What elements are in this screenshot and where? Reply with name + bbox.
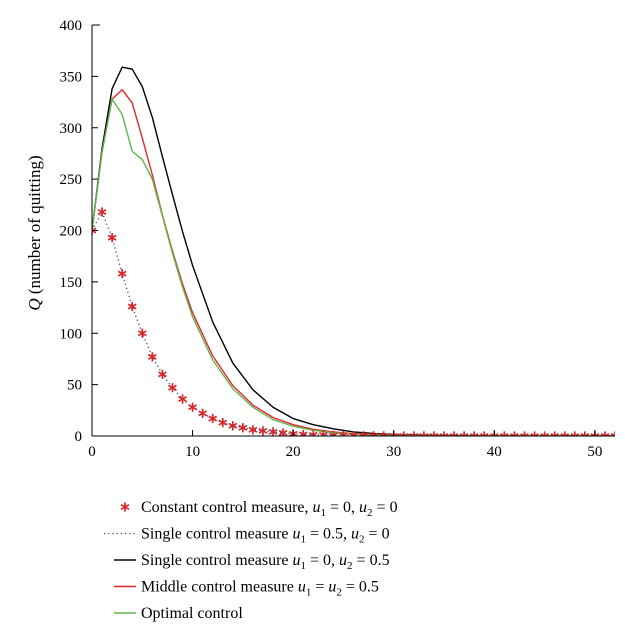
series-markers-constant-control bbox=[92, 207, 615, 436]
data-point bbox=[610, 431, 615, 436]
legend-item: Optimal control bbox=[114, 605, 243, 622]
x-tick-label: 40 bbox=[487, 444, 502, 460]
y-tick-label: 0 bbox=[75, 429, 83, 445]
data-point bbox=[510, 431, 519, 436]
y-tick-label: 100 bbox=[60, 326, 83, 342]
data-point bbox=[188, 402, 197, 412]
y-axis-label: Q (number of quitting) bbox=[25, 155, 44, 310]
x-tick-label: 20 bbox=[286, 444, 301, 460]
data-point bbox=[228, 421, 238, 431]
data-point bbox=[429, 431, 439, 436]
y-tick-label: 200 bbox=[60, 224, 83, 240]
legend-label: Single control measure u1​ = 0, u2​ = 0.… bbox=[141, 552, 390, 572]
axes: 0 50 100 150 200 250 300 350 400 0 10 20 30 40 50 bbox=[60, 18, 615, 460]
y-tick-label: 300 bbox=[60, 121, 83, 137]
legend-marker-star bbox=[120, 502, 130, 512]
legend-label: Constant control measure, u1​ = 0, u2​ =… bbox=[141, 499, 398, 519]
data-point bbox=[499, 431, 509, 436]
series-line-2 bbox=[92, 66, 615, 436]
data-point bbox=[308, 430, 318, 436]
data-point bbox=[328, 430, 338, 436]
data-point bbox=[580, 431, 590, 436]
series-line-3 bbox=[92, 89, 615, 436]
data-point bbox=[238, 423, 248, 433]
data-point bbox=[419, 431, 429, 436]
data-point bbox=[479, 431, 489, 436]
data-point bbox=[218, 418, 228, 428]
data-point bbox=[540, 431, 550, 436]
data-point bbox=[258, 426, 268, 436]
data-point bbox=[339, 430, 348, 436]
legend-item: Constant control measure, u1​ = 0, u2​ =… bbox=[120, 499, 398, 519]
data-point bbox=[570, 431, 580, 436]
data-point bbox=[178, 394, 187, 404]
data-point bbox=[550, 431, 560, 436]
data-point bbox=[399, 431, 409, 436]
data-point bbox=[248, 425, 258, 435]
y-tick-label: 350 bbox=[60, 69, 83, 85]
data-point bbox=[157, 369, 167, 379]
legend: Constant control measure, u1​ = 0, u2​ =… bbox=[104, 499, 398, 622]
data-point bbox=[318, 430, 328, 436]
data-point bbox=[107, 233, 117, 243]
data-point bbox=[168, 383, 177, 393]
legend-item: Single control measure u1​ = 0, u2​ = 0.… bbox=[114, 552, 390, 572]
legend-label: Optimal control bbox=[141, 605, 243, 622]
data-point bbox=[469, 431, 479, 436]
data-point bbox=[147, 352, 157, 362]
y-tick-label: 250 bbox=[60, 172, 83, 188]
data-point bbox=[520, 431, 529, 436]
data-point bbox=[560, 431, 570, 436]
data-point bbox=[459, 431, 469, 436]
data-point bbox=[439, 431, 449, 436]
series-line-4 bbox=[92, 98, 615, 436]
data-point bbox=[600, 431, 610, 436]
data-point bbox=[92, 225, 97, 236]
data-point bbox=[137, 328, 147, 338]
data-point bbox=[198, 408, 208, 418]
data-point bbox=[208, 413, 218, 424]
y-tick-label: 50 bbox=[67, 378, 82, 394]
data-point bbox=[268, 427, 278, 436]
plot-area bbox=[92, 66, 615, 436]
x-tick-label: 10 bbox=[185, 444, 200, 460]
legend-item: Single control measure u1​ = 0.5, u2​ = … bbox=[104, 526, 390, 546]
data-point bbox=[127, 301, 137, 312]
data-point bbox=[409, 431, 419, 436]
x-tick-label: 50 bbox=[587, 444, 602, 460]
legend-label: Single control measure u1​ = 0.5, u2​ = … bbox=[141, 526, 390, 546]
data-point bbox=[449, 431, 459, 436]
data-point bbox=[97, 207, 107, 217]
x-tick-label: 30 bbox=[386, 444, 401, 460]
x-tick-label: 0 bbox=[88, 444, 96, 460]
data-point bbox=[530, 431, 539, 436]
legend-label: Middle control measure u1​ = u2​ = 0.5 bbox=[141, 579, 379, 599]
data-point bbox=[117, 269, 127, 279]
legend-item: Middle control measure u1​ = u2​ = 0.5 bbox=[114, 579, 379, 599]
y-tick-label: 400 bbox=[60, 18, 83, 34]
y-tick-label: 150 bbox=[60, 275, 83, 291]
